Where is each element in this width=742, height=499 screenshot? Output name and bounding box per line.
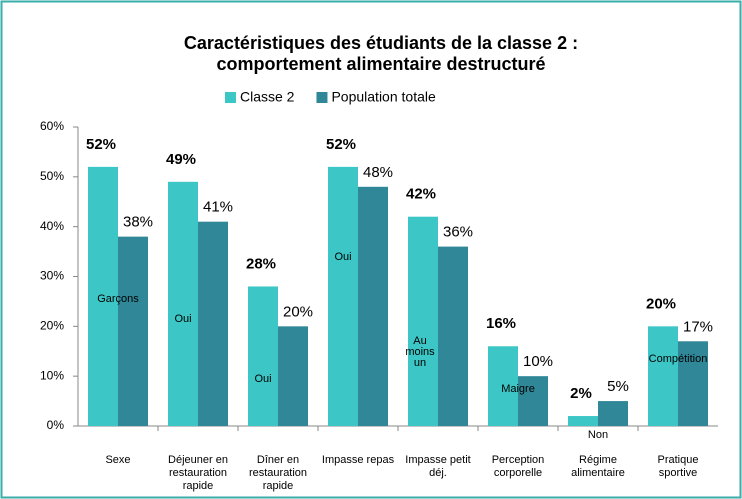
bar	[168, 181, 198, 426]
x-tick-label: Impasse petit déj.	[405, 454, 471, 479]
bar-annotation: Oui	[254, 373, 272, 385]
value-label: 38%	[123, 214, 153, 231]
bar-annotation: Garçons	[97, 293, 139, 305]
legend-swatch	[316, 92, 328, 103]
chart-title: Caractéristiques des étudiants de la cla…	[184, 33, 578, 53]
y-tick-label: 40%	[40, 219, 64, 233]
value-label: 10%	[523, 353, 553, 370]
x-tick-label: Pratique sportive	[657, 454, 699, 479]
bar	[598, 401, 628, 426]
x-tick-label: Impasse repas	[321, 454, 395, 466]
value-label: 49%	[166, 151, 196, 168]
bar	[438, 246, 468, 426]
value-label: 20%	[283, 303, 313, 320]
x-tick-label: Régime alimentaire	[571, 454, 625, 479]
bar	[648, 326, 678, 426]
value-label: 28%	[246, 255, 276, 272]
legend-label: Population totale	[331, 89, 436, 105]
x-tick-label: Déjeuner en restauration rapide	[168, 454, 228, 492]
value-label: 52%	[86, 136, 116, 153]
bar	[518, 376, 548, 426]
bar	[198, 221, 228, 426]
y-tick-label: 20%	[40, 319, 64, 333]
value-label: 5%	[607, 378, 629, 395]
y-tick-label: 0%	[47, 418, 65, 432]
legend-label: Classe 2	[240, 89, 295, 105]
y-tick-label: 30%	[40, 269, 64, 283]
value-label: 17%	[683, 318, 713, 335]
value-label: 52%	[326, 136, 356, 153]
bar-annotation: Oui	[334, 251, 352, 263]
x-tick-label: Perception corporelle	[491, 454, 545, 479]
value-label: 36%	[443, 224, 473, 241]
bar	[118, 236, 148, 426]
bar-annotation: Non	[587, 429, 609, 441]
value-label: 48%	[363, 164, 393, 181]
bar	[488, 346, 518, 426]
y-tick-label: 10%	[40, 368, 64, 382]
chart-subtitle: comportement alimentaire destructuré	[216, 54, 545, 74]
bar-annotation: Au moins un	[405, 335, 435, 369]
bar	[278, 326, 308, 426]
y-tick-label: 60%	[40, 119, 64, 133]
legend-swatch	[225, 92, 236, 103]
bar-annotation: Compétition	[648, 353, 708, 365]
bar	[328, 166, 358, 426]
value-label: 20%	[646, 295, 676, 312]
value-label: 42%	[406, 186, 436, 203]
bar	[678, 341, 708, 426]
bar	[358, 186, 388, 426]
bar	[568, 416, 598, 426]
value-label: 2%	[570, 385, 592, 402]
x-tick-label: Dîner en restauration rapide	[248, 454, 308, 492]
bar	[248, 286, 278, 426]
bar-annotation: Maigre	[501, 383, 535, 395]
x-tick-label: Sexe	[105, 454, 131, 466]
y-tick-label: 50%	[40, 169, 64, 183]
value-label: 41%	[203, 199, 233, 216]
value-label: 16%	[486, 315, 516, 332]
bar	[408, 216, 438, 426]
bar-annotation: Oui	[174, 313, 192, 325]
bar	[88, 166, 118, 426]
